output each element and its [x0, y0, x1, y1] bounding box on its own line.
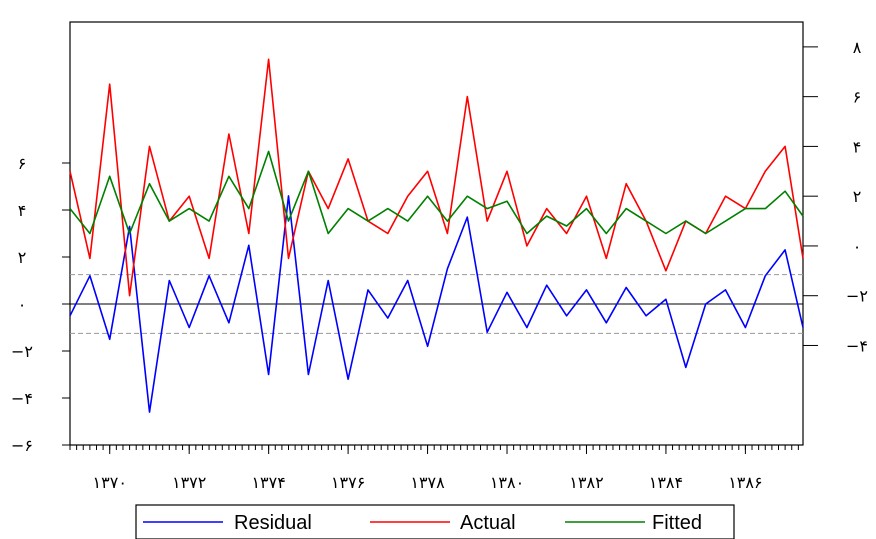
x-axis-tick-label: ۱۳۷۸ [410, 473, 445, 492]
legend-label-residual: Residual [234, 512, 312, 534]
right-axis: −۴ −۲ ۰ ۲ ۴ ۶ ۸ [803, 38, 868, 355]
x-axis-tick-label: ۱۳۷۲ [172, 473, 206, 492]
x-axis-tick-label: ۱۳۸۲ [569, 473, 603, 492]
left-axis-tick-label: ۶ [18, 154, 27, 173]
x-axis-tick-label: ۱۳۷۶ [331, 473, 365, 492]
right-axis-tick-label: −۴ [846, 336, 868, 355]
series-line-actual [69, 58, 804, 297]
left-axis: −۶ −۴ −۲ ۰ ۲ ۴ ۶ [11, 154, 70, 455]
left-axis-tick-label: ۴ [18, 201, 27, 220]
x-axis-tick-label: ۱۳۸۴ [649, 473, 683, 492]
legend-label-fitted: Fitted [652, 512, 702, 534]
plot-frame [69, 21, 804, 446]
x-axis: ۱۳۷۰ ۱۳۷۲ ۱۳۷۴ ۱۳۷۶ ۱۳۷۸ ۱۳۸۰ ۱۳۸۲ ۱۳۸۴ ۱۳۸۶ [69, 445, 799, 492]
x-axis-tick-label: ۱۳۷۴ [251, 473, 285, 492]
legend: Residual Actual Fitted [135, 504, 735, 539]
right-axis-tick-label: ۲ [853, 187, 862, 206]
series-line-fitted [69, 150, 804, 235]
left-axis-tick-label: −۴ [11, 389, 33, 408]
left-axis-tick-label: −۲ [11, 342, 33, 361]
right-axis-tick-label: −۲ [846, 287, 868, 306]
legend-label-actual: Actual [460, 512, 516, 534]
left-axis-tick-label: ۰ [18, 295, 27, 314]
x-axis-tick-label: ۱۳۸۶ [728, 473, 762, 492]
right-axis-tick-label: ۸ [853, 38, 862, 57]
x-axis-tick-label: ۱۳۸۰ [490, 473, 524, 492]
series-line-residual [69, 195, 804, 413]
right-axis-tick-label: ۶ [853, 88, 862, 107]
reference-lines [70, 274, 803, 334]
x-axis-tick-label: ۱۳۷۰ [93, 473, 127, 492]
left-axis-tick-label: −۶ [11, 436, 33, 455]
right-axis-tick-label: ۴ [853, 137, 862, 156]
right-axis-tick-label: ۰ [853, 237, 862, 256]
left-axis-tick-label: ۲ [18, 248, 27, 267]
series-layer [69, 58, 804, 413]
